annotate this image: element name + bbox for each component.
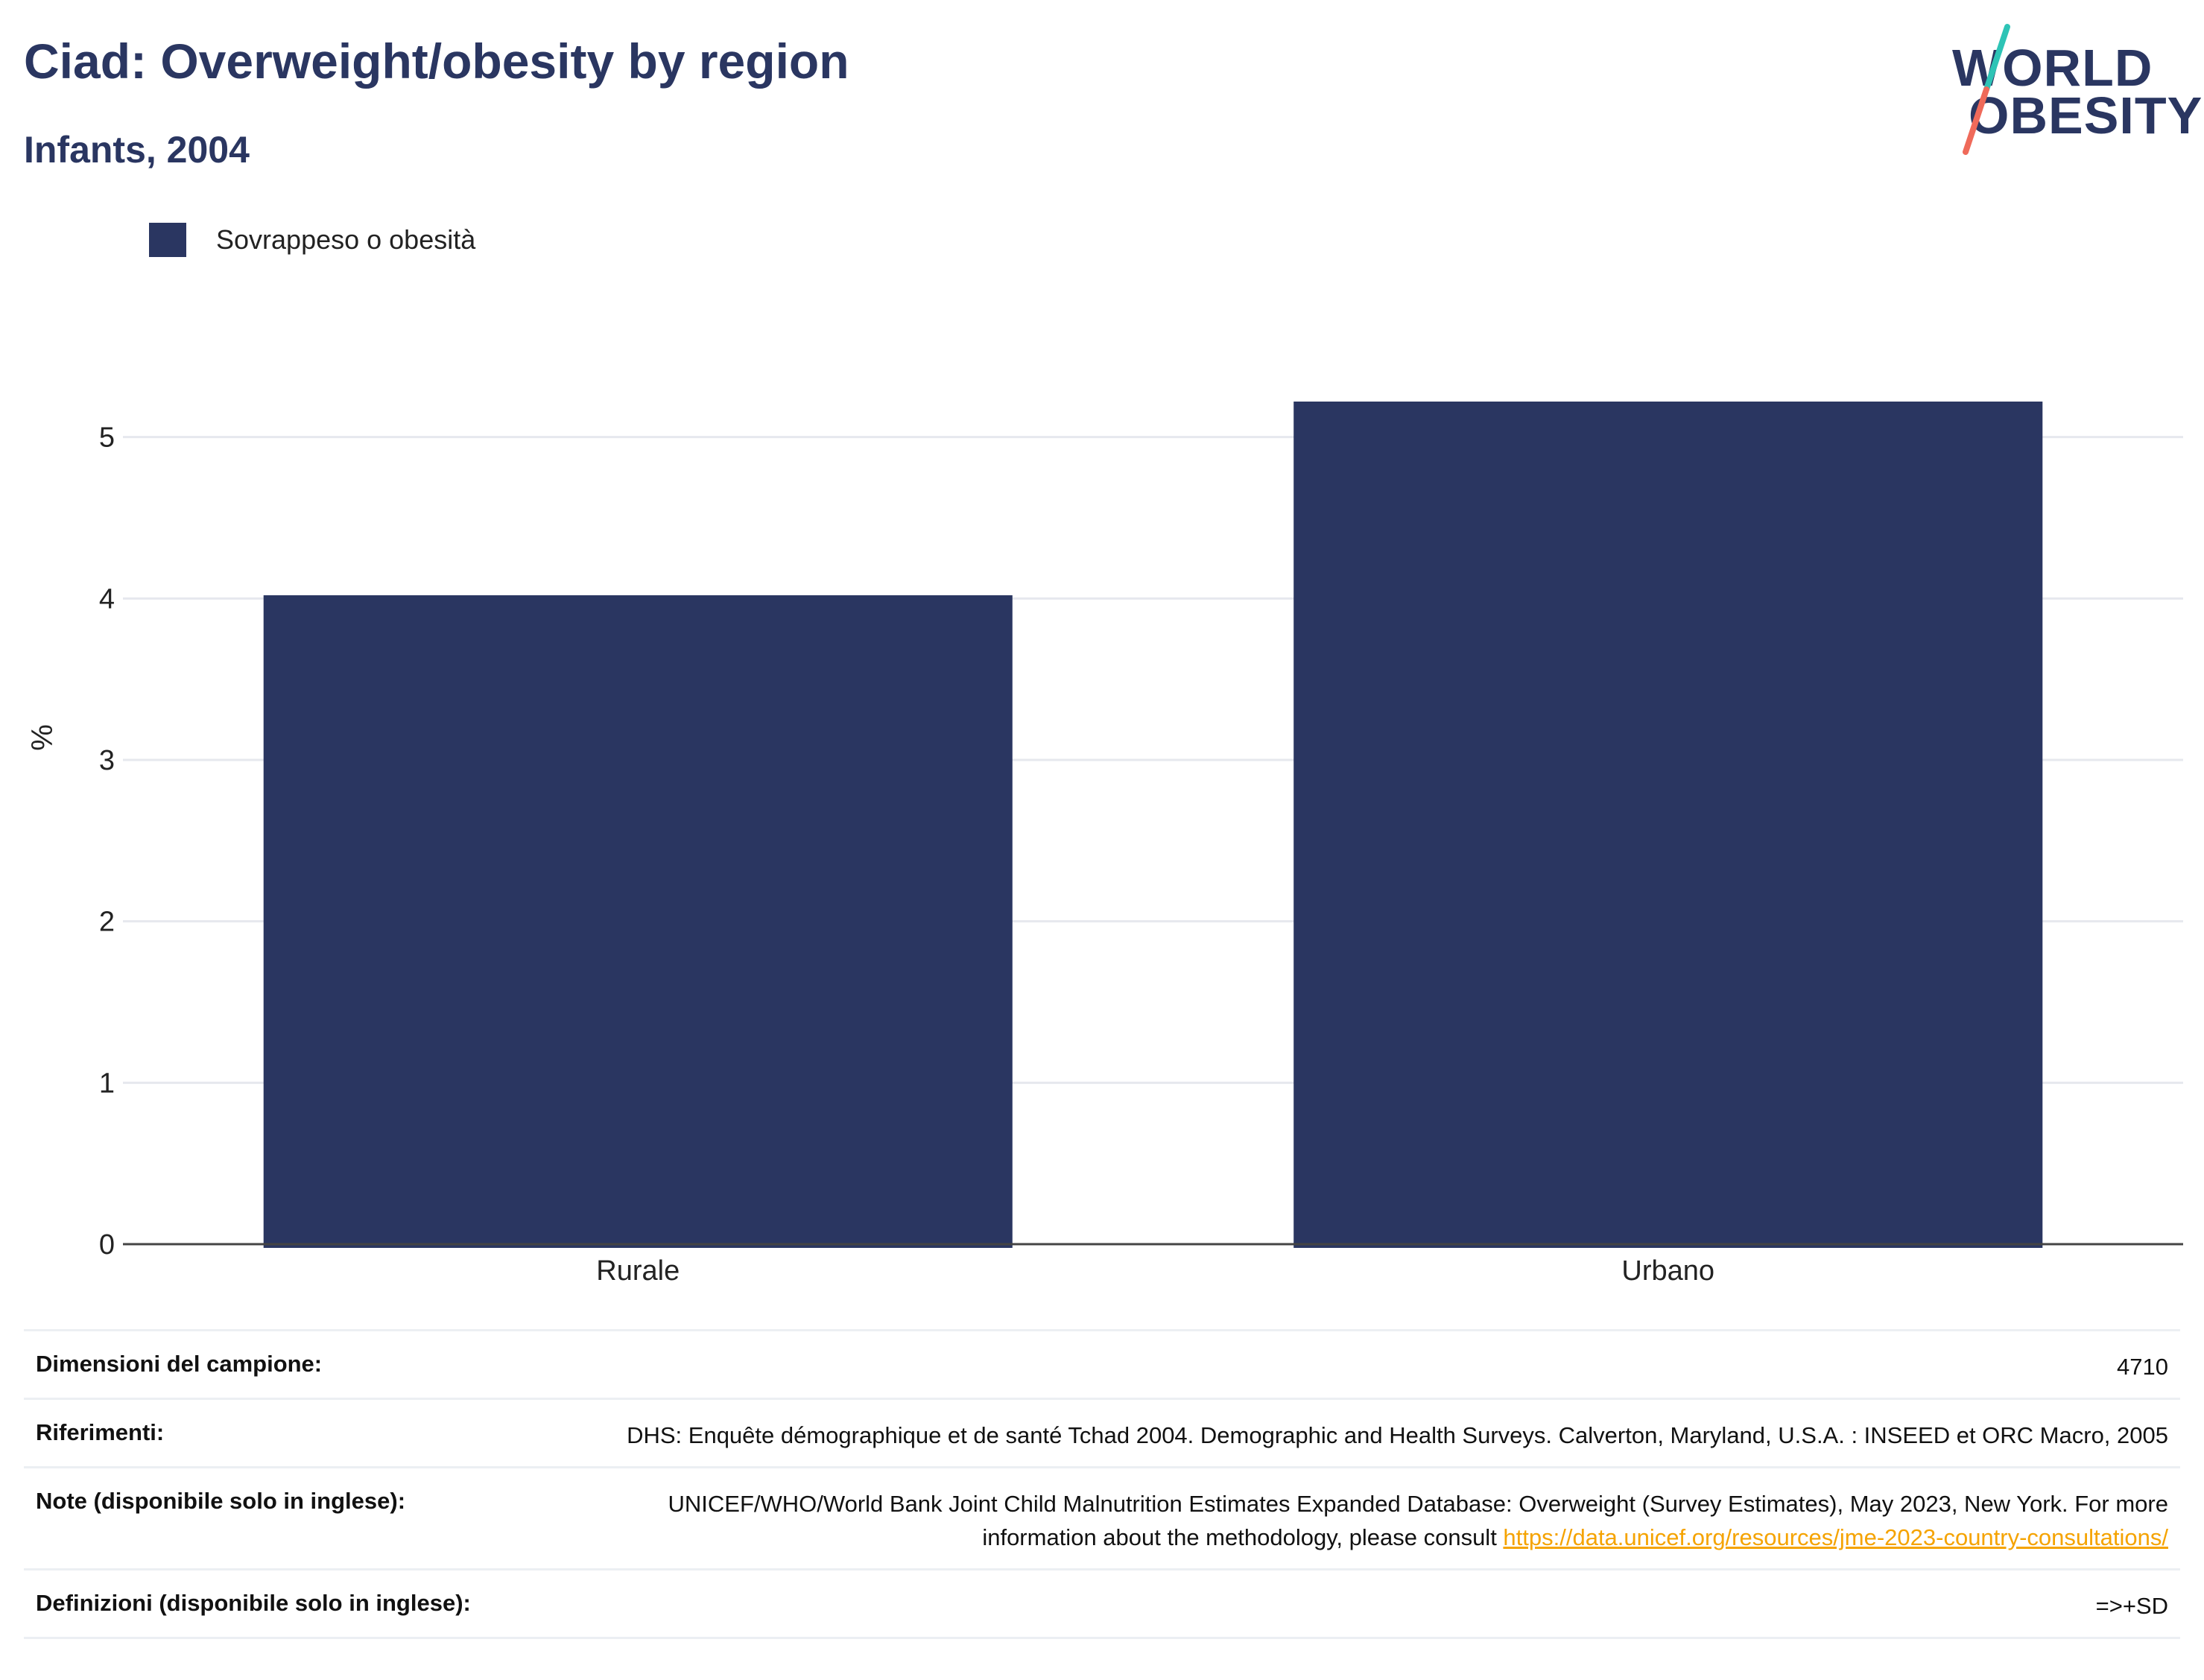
info-value-references: DHS: Enquête démographique et de santé T… [627, 1421, 2168, 1448]
methodology-link[interactable]: https://data.unicef.org/resources/jme-20… [1503, 1524, 2168, 1550]
y-tick-label-1: 1 [99, 1068, 115, 1099]
chart-subtitle: Infants, 2004 [24, 129, 250, 171]
x-tick-label-urbano: Urbano [1621, 1255, 1714, 1287]
chart-legend: Sovrappeso o obesità [149, 221, 475, 259]
info-label-definitions: Definizioni (disponibile solo in inglese… [36, 1589, 471, 1616]
world-obesity-logo: WORLD OBESITY [1937, 21, 2202, 155]
logo-slash-icon [1963, 24, 2010, 155]
info-value-notes: UNICEF/WHO/World Bank Joint Child Malnut… [618, 1488, 2168, 1555]
info-row-definitions: Definizioni (disponibile solo in inglese… [24, 1570, 2180, 1639]
bar-urbano [1293, 402, 2043, 1248]
info-row-notes: Note (disponibile solo in inglese): UNIC… [24, 1468, 2180, 1570]
chart-title: Ciad: Overweight/obesity by region [24, 34, 849, 89]
legend-label: Sovrappeso o obesità [216, 224, 476, 255]
y-tick-label-0: 0 [99, 1229, 115, 1261]
logo-word-obesity: OBESITY [1969, 86, 2203, 145]
bar-chart: 0 1 2 3 4 5% Rurale Urbano [26, 402, 2183, 1287]
legend-swatch [149, 223, 186, 257]
info-label-sample-size: Dimensioni del campione: [36, 1351, 323, 1377]
y-tick-label-5: 5 [99, 422, 115, 454]
y-tick-label-4: 4 [99, 583, 115, 615]
info-row-sample-size: Dimensioni del campione: 4710 [24, 1331, 2180, 1400]
info-row-references: Riferimenti: DHS: Enquête démographique … [24, 1400, 2180, 1468]
info-notes-text: UNICEF/WHO/World Bank Joint Child Malnut… [668, 1490, 2168, 1550]
y-axis-title: % [26, 724, 59, 751]
x-tick-label-rurale: Rurale [596, 1255, 680, 1287]
info-value-sample-size: 4710 [2117, 1354, 2168, 1380]
y-tick-label-3: 3 [99, 745, 115, 776]
info-label-notes: Note (disponibile solo in inglese): [36, 1487, 406, 1514]
info-label-references: Riferimenti: [36, 1419, 165, 1445]
y-tick-label-2: 2 [99, 907, 115, 938]
info-value-definitions: =>+SD [2095, 1592, 2168, 1619]
info-table: Dimensioni del campione: 4710 Riferiment… [24, 1329, 2180, 1639]
bar-rurale [263, 595, 1013, 1248]
